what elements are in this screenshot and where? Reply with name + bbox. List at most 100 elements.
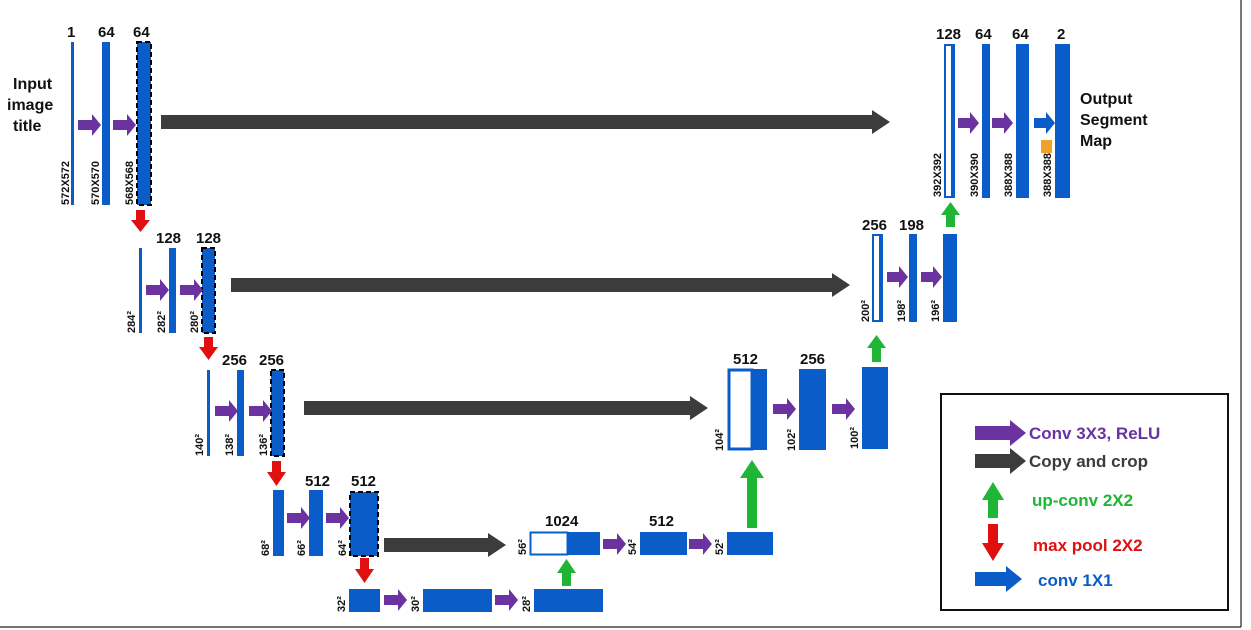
size-l2-pool: 284² [126,311,138,333]
maxpool-arrow-l3 [267,461,286,486]
size-l3-conv2: 136² [258,434,270,456]
output-label-line1: Output [1080,91,1133,108]
size-r3-concat: 104² [714,429,726,451]
legend-copy-crop-label: Copy and crop [1029,452,1148,471]
feature-map-l2-conv2 [201,247,216,334]
legend-copy-crop-icon [975,448,1026,474]
size-r1-concat: 392X392 [932,153,944,197]
size-r4-concat: 56² [517,539,529,555]
legend-upconv-icon [982,482,1004,518]
size-bottom-conv1: 30² [410,596,422,612]
copy-crop-arrow-l4 [384,533,506,557]
feature-map-l1-input [71,42,74,205]
conv-arrow-r1-b [992,112,1013,134]
feature-map-l1-conv1 [102,42,110,205]
feature-map-l1-conv2 [136,41,152,206]
feature-map-bottom-conv2 [534,589,603,612]
conv-arrow-r4-b [689,533,712,555]
conv-arrow-r3-b [832,398,855,420]
maxpool-arrow-l4 [355,558,374,583]
conv1x1-arrow-r1 [1034,112,1055,134]
feature-map-r4-conv1 [640,532,687,555]
channel-l4-conv1: 512 [305,473,330,490]
legend: Conv 3X3, ReLU Copy and crop up-conv 2X2… [940,393,1229,611]
channel-l2-conv2: 128 [196,230,221,247]
maxpool-arrow-l2 [199,337,218,360]
size-l4-pool: 68² [260,540,272,556]
legend-conv-label: Conv 3X3, ReLU [1029,424,1160,443]
feature-map-r1-copy [944,44,953,198]
feature-map-r3-conv2 [862,367,888,449]
channel-r3-conv1: 256 [800,351,825,368]
legend-maxpool-icon [982,524,1004,561]
feature-map-r2-conv2 [943,234,957,322]
size-l3-pool: 140² [194,434,206,456]
feature-map-l2-pool [139,248,142,333]
conv-arrow-l3-b [249,400,272,422]
size-l1-input: 572X572 [60,161,72,205]
conv-arrow-l3-a [215,400,238,422]
size-r2-conv2: 196² [930,300,942,322]
feature-map-r3-copy [727,368,754,451]
feature-map-r1-up [952,44,955,198]
upconv-arrow-r3 [867,335,886,362]
input-label-line2: image [7,97,53,114]
feature-map-r2-up [880,234,883,322]
legend-conv-icon [975,420,1026,446]
feature-map-l3-conv1 [237,370,244,456]
feature-map-r2-copy [872,234,881,322]
conv-arrow-bottom-b [495,589,518,611]
size-l2-conv1: 282² [156,311,168,333]
channel-l2-conv1: 128 [156,230,181,247]
output-label-line2: Segment [1080,112,1148,129]
channel-r3-concat: 512 [733,351,758,368]
legend-conv1x1-icon [975,566,1022,592]
conv-arrow-r3-a [773,398,796,420]
upconv-arrow-r4 [740,460,764,528]
legend-maxpool-label: max pool 2X2 [1033,536,1143,555]
size-l4-conv2: 64² [337,540,349,556]
legend-conv1x1-label: conv 1X1 [1038,571,1113,590]
size-bottom-pool: 32² [336,596,348,612]
size-r2-conv1: 198² [896,300,908,322]
channel-r1-concat: 128 [936,26,961,43]
channel-l3-conv1: 256 [222,352,247,369]
feature-map-l3-conv2 [270,369,285,457]
size-l2-conv2: 280² [189,311,201,333]
feature-map-r2-conv1 [909,234,917,322]
feature-map-l4-pool [273,490,284,556]
conv-arrow-l2-a [146,279,169,301]
conv-arrow-r2-a [887,266,908,288]
size-r1-output: 388X388 [1042,153,1054,197]
size-r4-conv1: 54² [627,539,639,555]
size-l1-conv2: 568X568 [124,161,136,205]
input-label-line3: title [13,118,42,135]
size-l3-conv1: 138² [224,434,236,456]
size-r3-conv1: 102² [786,429,798,451]
feature-map-r1-output [1055,44,1070,198]
feature-map-r3-up [752,369,767,450]
feature-map-l4-conv1 [309,490,323,556]
channel-r4-concat: 1024 [545,513,579,530]
conv-arrow-l2-b [180,279,203,301]
copy-crop-arrow-l1 [161,110,890,134]
feature-map-r4-conv2 [727,532,773,555]
upconv-arrow-r2 [941,202,960,227]
feature-map-r3-conv1 [799,369,826,450]
size-r2-concat: 200² [860,300,872,322]
conv-arrow-l1-a [78,114,101,136]
size-bottom-conv2: 28² [521,596,533,612]
feature-map-r4-up [567,532,600,555]
conv-arrow-l4-a [287,507,310,529]
size-l1-conv1: 570X570 [90,161,102,205]
size-highlight-mark [1041,140,1052,153]
channel-r2-conv1: 198 [899,217,924,234]
channel-r1-conv2: 64 [1012,26,1029,43]
conv-arrow-r4-a [603,533,626,555]
channel-r1-conv1: 64 [975,26,992,43]
channel-r1-output: 2 [1057,26,1065,43]
maxpool-arrow-l1 [131,210,150,232]
output-label-line3: Map [1080,133,1112,150]
channel-r4-conv1: 512 [649,513,674,530]
